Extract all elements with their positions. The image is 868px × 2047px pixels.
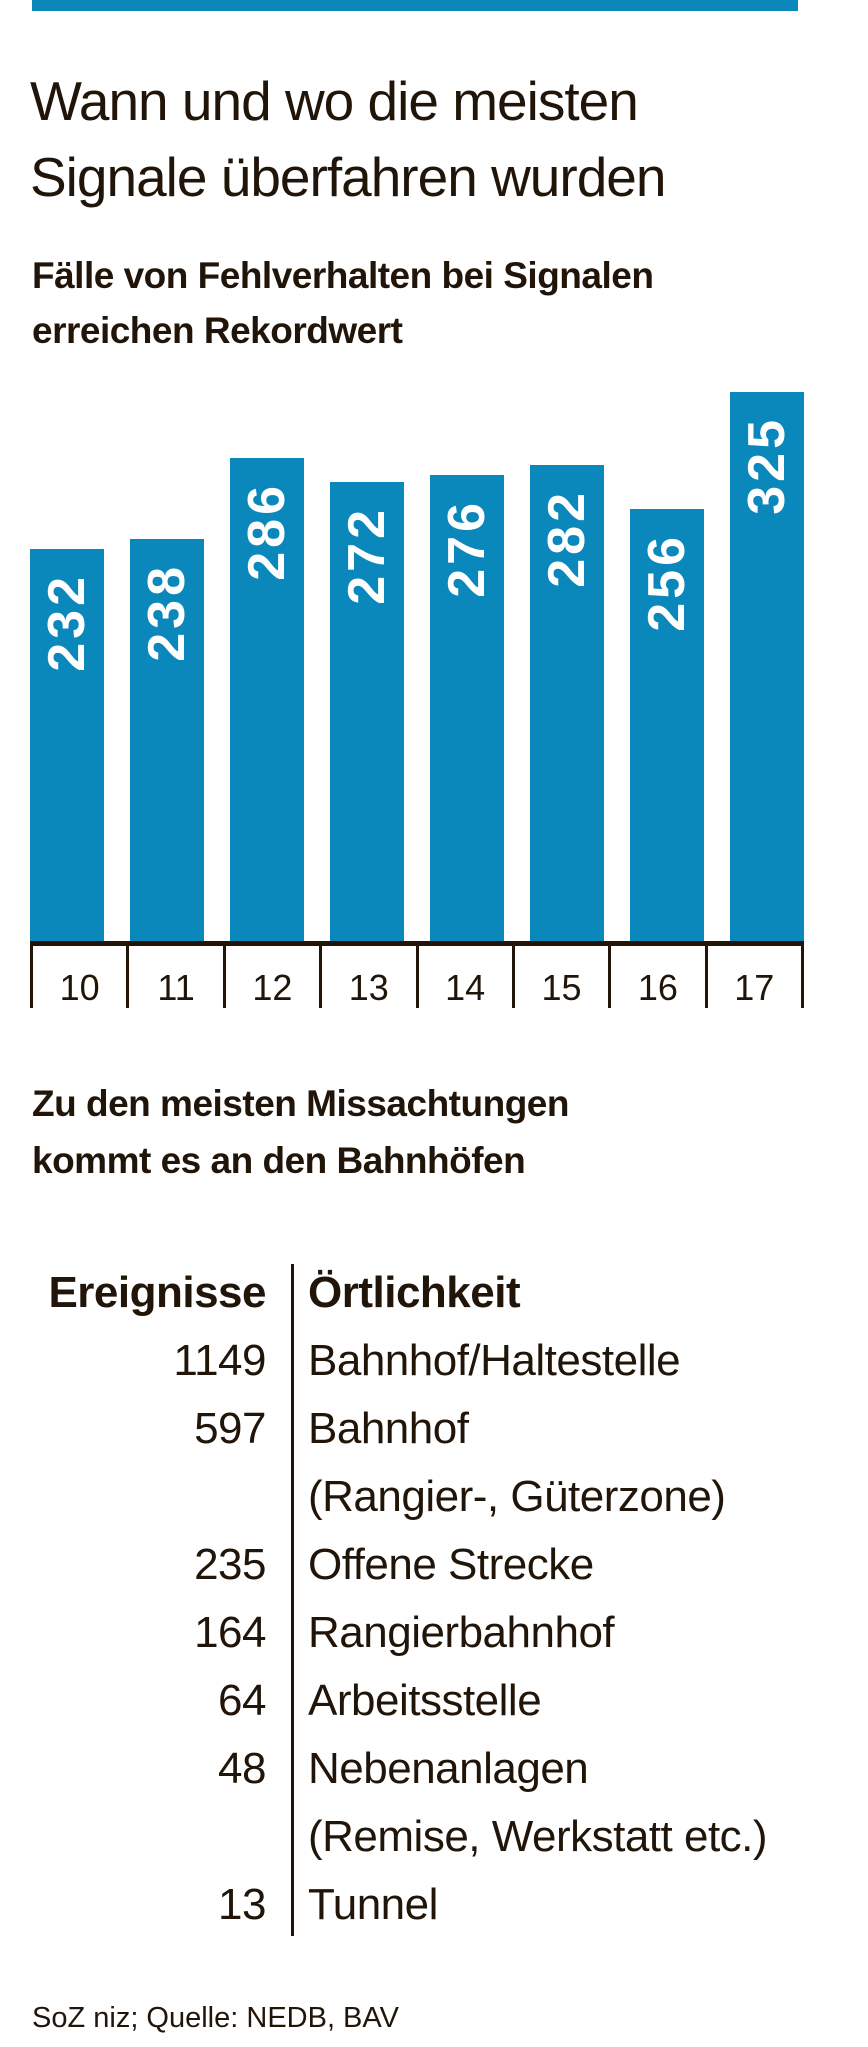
bar: 272 bbox=[330, 482, 404, 941]
event-count: 235 bbox=[194, 1540, 266, 1589]
top-accent-rule bbox=[32, 0, 798, 11]
table-row: 13 Tunnel bbox=[14, 1871, 834, 1939]
page-title-line-2: Signale überfahren wurden bbox=[30, 145, 666, 208]
event-count: 48 bbox=[218, 1744, 266, 1793]
bar-value-label: 232 bbox=[38, 573, 96, 672]
page-title-line-1: Wann und wo die meisten bbox=[30, 69, 639, 132]
locations-table: Ereignisse Örtlichkeit 1149 Bahnhof/Halte… bbox=[14, 1259, 834, 1939]
bar-value-label: 238 bbox=[138, 563, 196, 662]
x-axis-label: 10 bbox=[30, 946, 126, 1008]
event-count: 13 bbox=[218, 1880, 266, 1929]
bar-value-label: 325 bbox=[738, 416, 796, 515]
bar: 276 bbox=[430, 475, 504, 941]
table-column-divider bbox=[291, 1264, 294, 1936]
table-header-events: Ereignisse bbox=[48, 1268, 266, 1317]
locations-table-title: Zu den meisten Missachtungen kommt es an… bbox=[32, 1075, 569, 1189]
location-label: (Remise, Werkstatt etc.) bbox=[308, 1812, 768, 1861]
table-row: 235 Offene Strecke bbox=[14, 1531, 834, 1599]
bar-chart-title-line-1: Fälle von Fehlverhalten bei Signalen bbox=[32, 255, 654, 296]
bar: 286 bbox=[230, 458, 304, 941]
bar-value-label: 282 bbox=[538, 489, 596, 588]
event-count bbox=[14, 1463, 266, 1531]
bar-value-label: 276 bbox=[438, 499, 496, 598]
x-axis-label: 17 bbox=[704, 946, 804, 1008]
location-label: (Rangier-, Güterzone) bbox=[308, 1472, 726, 1521]
bar-chart: 232 238 286 272 276 282 256 325 bbox=[30, 0, 804, 941]
location-label: Nebenanlagen bbox=[308, 1744, 589, 1793]
location-label: Bahnhof bbox=[308, 1404, 469, 1453]
bar: 238 bbox=[130, 539, 204, 941]
location-label: Arbeitsstelle bbox=[308, 1676, 542, 1725]
table-row: 164 Rangierbahnhof bbox=[14, 1599, 834, 1667]
bar-value-label: 256 bbox=[638, 533, 696, 632]
x-axis-label: 12 bbox=[222, 946, 319, 1008]
table-header-location: Örtlichkeit bbox=[308, 1268, 521, 1317]
location-label: Offene Strecke bbox=[308, 1540, 594, 1589]
bar-chart-title-line-2: erreichen Rekordwert bbox=[32, 310, 403, 351]
event-count: 64 bbox=[218, 1676, 266, 1725]
table-row: (Remise, Werkstatt etc.) bbox=[14, 1803, 834, 1871]
bar-value-label: 272 bbox=[338, 506, 396, 605]
page-title: Wann und wo die meisten Signale überfahr… bbox=[30, 63, 666, 215]
table-row: 64 Arbeitsstelle bbox=[14, 1667, 834, 1735]
bar: 256 bbox=[630, 509, 704, 941]
bar: 232 bbox=[30, 549, 104, 941]
locations-table-title-line-2: kommt es an den Bahnhöfen bbox=[32, 1140, 526, 1181]
table-row: 597 Bahnhof bbox=[14, 1395, 834, 1463]
event-count: 1149 bbox=[173, 1336, 266, 1385]
x-axis-label: 11 bbox=[126, 946, 222, 1008]
x-axis-label: 16 bbox=[608, 946, 704, 1008]
x-axis-labels: 10 11 12 13 14 15 16 17 bbox=[30, 946, 804, 1008]
location-label: Rangierbahnhof bbox=[308, 1608, 615, 1657]
x-axis-label: 14 bbox=[415, 946, 512, 1008]
event-count bbox=[14, 1803, 266, 1871]
bar-chart-title: Fälle von Fehlverhalten bei Signalen err… bbox=[32, 248, 654, 358]
table-row: 48 Nebenanlagen bbox=[14, 1735, 834, 1803]
bar: 325 bbox=[730, 392, 804, 941]
event-count: 597 bbox=[194, 1404, 266, 1453]
table-row: 1149 Bahnhof/Haltestelle bbox=[14, 1327, 834, 1395]
location-label: Tunnel bbox=[308, 1880, 438, 1929]
x-axis-label: 13 bbox=[319, 946, 415, 1008]
source-credit: SoZ niz; Quelle: NEDB, BAV bbox=[32, 2002, 399, 2034]
locations-table-title-line-1: Zu den meisten Missachtungen bbox=[32, 1083, 569, 1124]
location-label: Bahnhof/Haltestelle bbox=[308, 1336, 681, 1385]
x-axis-line bbox=[30, 941, 804, 946]
bar-value-label: 286 bbox=[238, 482, 296, 581]
table-header-row: Ereignisse Örtlichkeit bbox=[14, 1259, 834, 1327]
table-row: (Rangier-, Güterzone) bbox=[14, 1463, 834, 1531]
bar: 282 bbox=[530, 465, 604, 941]
x-axis-label: 15 bbox=[511, 946, 608, 1008]
event-count: 164 bbox=[194, 1608, 266, 1657]
